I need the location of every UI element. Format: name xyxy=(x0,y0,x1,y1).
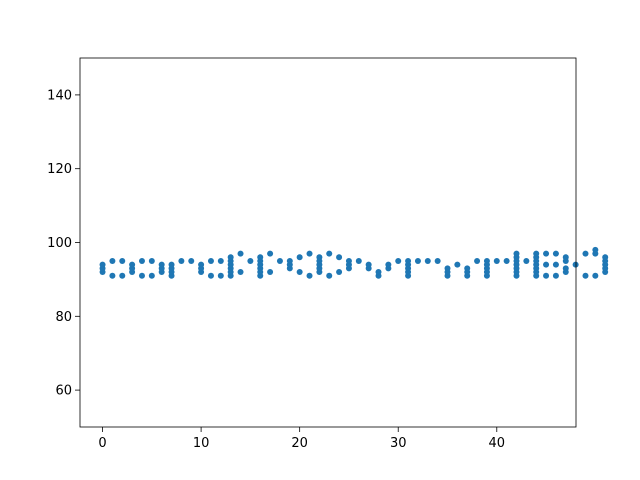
data-point xyxy=(533,250,540,257)
data-point xyxy=(138,257,145,264)
data-point xyxy=(444,265,451,272)
data-point xyxy=(582,272,589,279)
data-point xyxy=(148,272,155,279)
data-point xyxy=(247,257,254,264)
data-point xyxy=(395,257,402,264)
data-point xyxy=(336,269,343,276)
data-point xyxy=(237,269,244,276)
data-point xyxy=(375,269,382,276)
data-point xyxy=(592,246,599,253)
y-tick-label: 100 xyxy=(47,236,72,251)
data-point xyxy=(405,257,412,264)
data-point xyxy=(168,261,175,268)
y-tick-label: 80 xyxy=(55,310,72,325)
data-point xyxy=(552,261,559,268)
data-point xyxy=(119,257,126,264)
data-point xyxy=(316,254,323,261)
data-point xyxy=(217,257,224,264)
data-point xyxy=(207,257,214,264)
data-points xyxy=(99,246,609,279)
data-point xyxy=(562,265,569,272)
data-point xyxy=(267,250,274,257)
data-point xyxy=(414,257,421,264)
data-point xyxy=(188,257,195,264)
data-point xyxy=(217,272,224,279)
data-point xyxy=(345,257,352,264)
data-point xyxy=(267,269,274,276)
x-tick-label: 40 xyxy=(489,436,506,451)
data-point xyxy=(513,250,520,257)
data-point xyxy=(355,257,362,264)
data-point xyxy=(286,257,293,264)
data-point xyxy=(424,257,431,264)
data-point xyxy=(178,257,185,264)
data-point xyxy=(207,272,214,279)
data-point xyxy=(483,257,490,264)
x-axis-ticks: 0 10 20 30 40 xyxy=(98,427,505,451)
data-point xyxy=(119,272,126,279)
data-point xyxy=(109,272,116,279)
data-point xyxy=(99,261,106,268)
data-point xyxy=(543,250,550,257)
data-point xyxy=(474,257,481,264)
x-tick-label: 20 xyxy=(291,436,308,451)
data-point xyxy=(276,257,283,264)
data-point xyxy=(602,254,609,261)
data-point xyxy=(464,265,471,272)
data-point xyxy=(109,257,116,264)
y-tick-label: 140 xyxy=(47,88,72,103)
data-point xyxy=(257,254,264,261)
data-point xyxy=(543,272,550,279)
data-point xyxy=(129,261,136,268)
data-point xyxy=(296,254,303,261)
x-tick-label: 0 xyxy=(98,436,106,451)
data-point xyxy=(227,254,234,261)
data-point xyxy=(493,257,500,264)
data-point xyxy=(523,257,530,264)
x-tick-label: 10 xyxy=(193,436,210,451)
data-point xyxy=(326,272,333,279)
plot-area-frame xyxy=(79,57,577,428)
data-point xyxy=(582,250,589,257)
data-point xyxy=(434,257,441,264)
data-point xyxy=(336,254,343,261)
data-point xyxy=(306,272,313,279)
x-tick-label: 30 xyxy=(390,436,407,451)
y-tick-label: 120 xyxy=(47,162,72,177)
data-point xyxy=(552,250,559,257)
data-point xyxy=(385,261,392,268)
data-point xyxy=(326,250,333,257)
y-axis-ticks: 60 80 100 120 140 xyxy=(47,88,80,399)
data-point xyxy=(158,261,165,268)
data-point xyxy=(237,250,244,257)
data-point xyxy=(543,261,550,268)
data-point xyxy=(552,272,559,279)
data-point xyxy=(306,250,313,257)
data-point xyxy=(148,257,155,264)
data-point xyxy=(503,257,510,264)
data-point xyxy=(562,254,569,261)
data-point xyxy=(198,261,205,268)
y-tick-label: 60 xyxy=(55,384,72,399)
data-point xyxy=(365,261,372,268)
data-point xyxy=(138,272,145,279)
data-point xyxy=(454,261,461,268)
data-point xyxy=(296,269,303,276)
data-point xyxy=(592,272,599,279)
